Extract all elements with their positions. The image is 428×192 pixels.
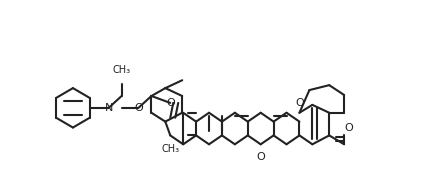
Text: O: O	[344, 122, 353, 132]
Text: N: N	[104, 103, 113, 113]
Text: CH₃: CH₃	[161, 144, 179, 154]
Text: O: O	[134, 103, 143, 113]
Text: O: O	[166, 98, 175, 108]
Text: CH₃: CH₃	[113, 65, 131, 75]
Text: O: O	[256, 152, 265, 162]
Text: O: O	[295, 98, 304, 108]
